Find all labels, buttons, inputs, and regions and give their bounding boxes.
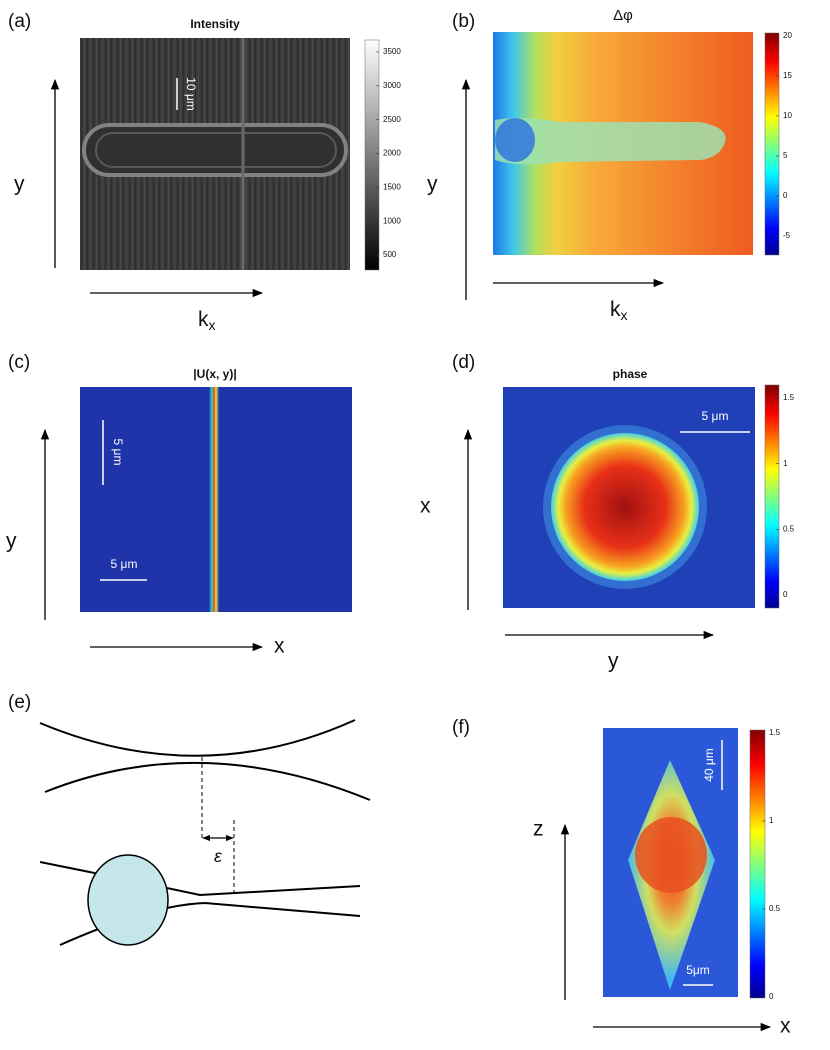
colorbar-tick-label: 5 — [783, 151, 788, 160]
axis-label: kx — [198, 308, 216, 333]
axis-label-sub: x — [621, 307, 628, 323]
axis-label: y — [6, 530, 17, 553]
panel-label: (b) — [452, 11, 475, 32]
colorbar-tick-label: 500 — [383, 250, 397, 259]
colorbar-tick-label: 1500 — [383, 182, 401, 191]
axis-label-sub: x — [209, 317, 216, 333]
colorbar-tick-label: 15 — [783, 71, 792, 80]
symbol-label: ε — [214, 846, 223, 866]
colorbar-tick-label: 1000 — [383, 216, 401, 225]
colorbar — [364, 39, 380, 271]
colorbar-tick-label: 0 — [769, 992, 774, 1001]
colorbar-tick-label: 3000 — [383, 81, 401, 90]
amplitude-image: 5 μm 5 μm — [80, 387, 352, 612]
scale-bar-label: 5 μm — [111, 557, 138, 571]
phase-image: 5 μm — [503, 387, 755, 608]
scale-bar-label: 40 μm — [702, 748, 716, 782]
colorbar-tick-label: 3500 — [383, 47, 401, 56]
colorbar-tick-label: 0.5 — [769, 904, 781, 913]
intensity-image: 10 μm — [80, 38, 350, 270]
panel-title: phase — [613, 367, 648, 381]
axis-label: y — [608, 650, 619, 673]
colorbar-tick-label: 1.5 — [783, 393, 795, 402]
panel-label: (f) — [452, 717, 470, 738]
scale-bar-label: 5 μm — [702, 409, 729, 423]
colorbar-tick-label: 1.5 — [769, 728, 781, 737]
axis-label: x — [780, 1015, 791, 1038]
panel-label: (a) — [8, 11, 31, 32]
colorbar-tick-label: 1 — [783, 459, 788, 468]
colorbar-tick-label: 2000 — [383, 149, 401, 158]
phase-difference-image — [493, 32, 753, 255]
colorbar-tick-label: 0 — [783, 590, 788, 599]
scale-bar-label: 5 μm — [111, 439, 125, 466]
colorbar-tick-label: -5 — [783, 231, 791, 240]
colorbar-tick-label: 1 — [769, 816, 774, 825]
colorbar — [749, 729, 766, 999]
axis-label-main: k — [610, 298, 621, 321]
colorbar-tick-label: 0 — [783, 191, 788, 200]
scale-bar-label: 10 μm — [184, 77, 198, 111]
axis-label: y — [427, 173, 438, 196]
axis-label: z — [533, 818, 544, 841]
panel-title: Δφ — [613, 7, 633, 24]
beam-diagram: ε — [39, 719, 371, 946]
scale-bar-label: 5μm — [686, 963, 710, 977]
axis-label: x — [420, 495, 431, 518]
axis-label: kx — [610, 298, 628, 323]
panel-label: (c) — [8, 352, 30, 373]
colorbar-tick-label: 2500 — [383, 115, 401, 124]
colorbar-tick-label: 20 — [783, 31, 792, 40]
panel-label: (e) — [8, 692, 31, 713]
tomography-image: 40 μm 5μm — [603, 728, 738, 997]
panel-title: |U(x, y)| — [193, 367, 236, 381]
axis-label: y — [14, 173, 25, 196]
panel-label: (d) — [452, 352, 475, 373]
axis-label-main: k — [198, 308, 209, 331]
colorbar — [764, 32, 780, 256]
panel-title: Intensity — [190, 17, 240, 31]
colorbar-tick-label: 10 — [783, 111, 792, 120]
colorbar-tick-label: 0.5 — [783, 524, 795, 533]
colorbar — [764, 384, 780, 609]
axis-label: x — [274, 635, 285, 658]
